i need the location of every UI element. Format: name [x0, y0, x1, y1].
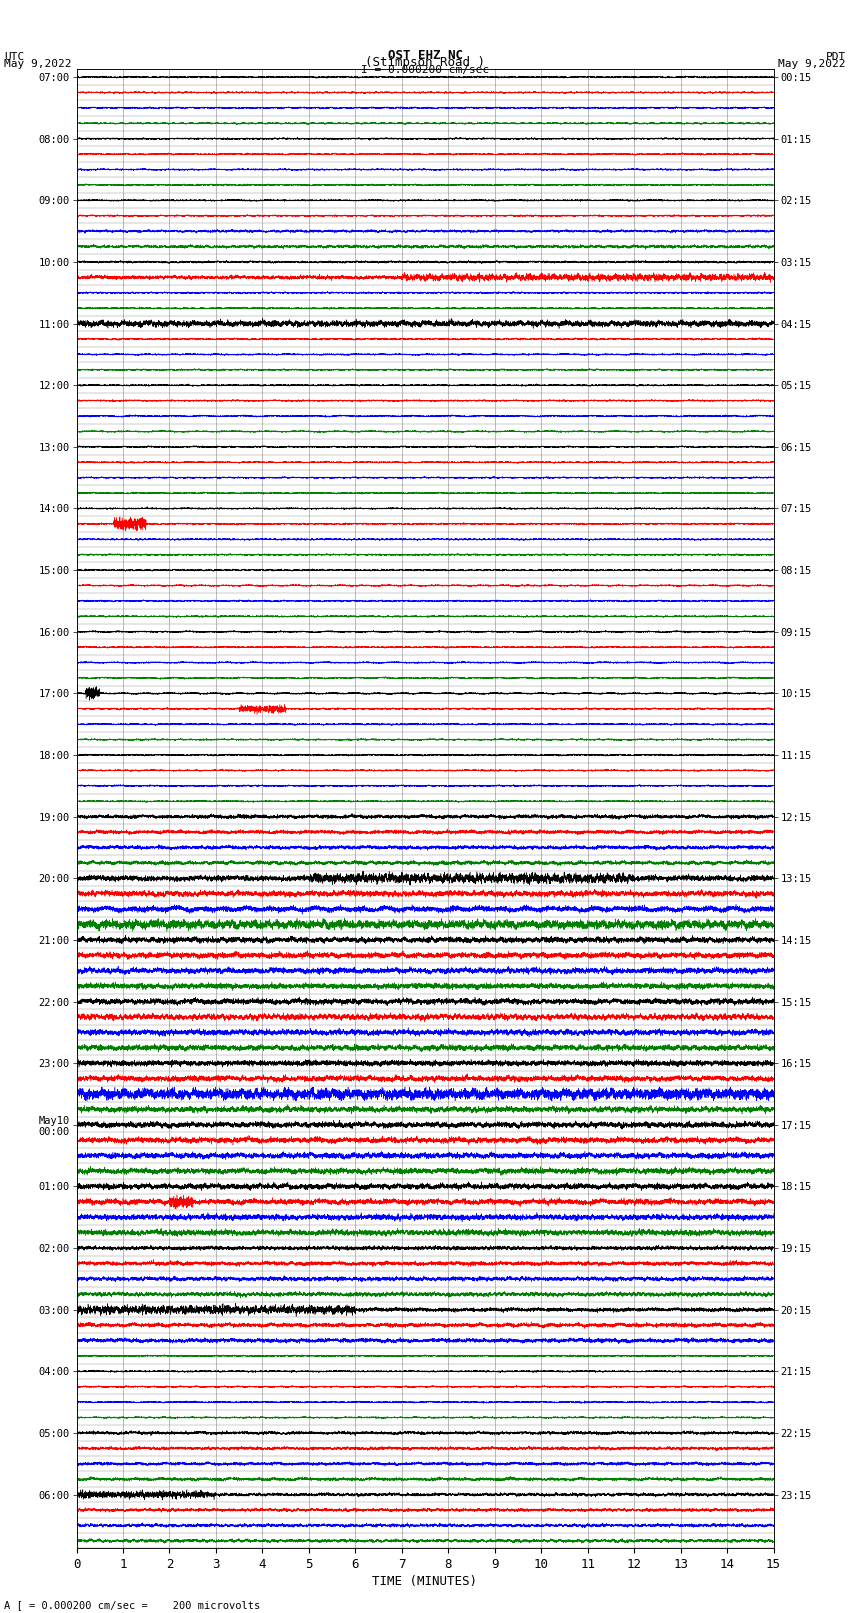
Text: I = 0.000200 cm/sec: I = 0.000200 cm/sec [361, 65, 489, 74]
Text: A [ = 0.000200 cm/sec =    200 microvolts: A [ = 0.000200 cm/sec = 200 microvolts [4, 1600, 260, 1610]
Text: UTC: UTC [4, 52, 25, 63]
Text: (Stimpson Road ): (Stimpson Road ) [365, 55, 485, 69]
Text: May 9,2022: May 9,2022 [4, 58, 71, 69]
Text: May 9,2022: May 9,2022 [779, 58, 846, 69]
Text: PDT: PDT [825, 52, 846, 63]
Text: OST EHZ NC: OST EHZ NC [388, 48, 462, 63]
X-axis label: TIME (MINUTES): TIME (MINUTES) [372, 1576, 478, 1589]
